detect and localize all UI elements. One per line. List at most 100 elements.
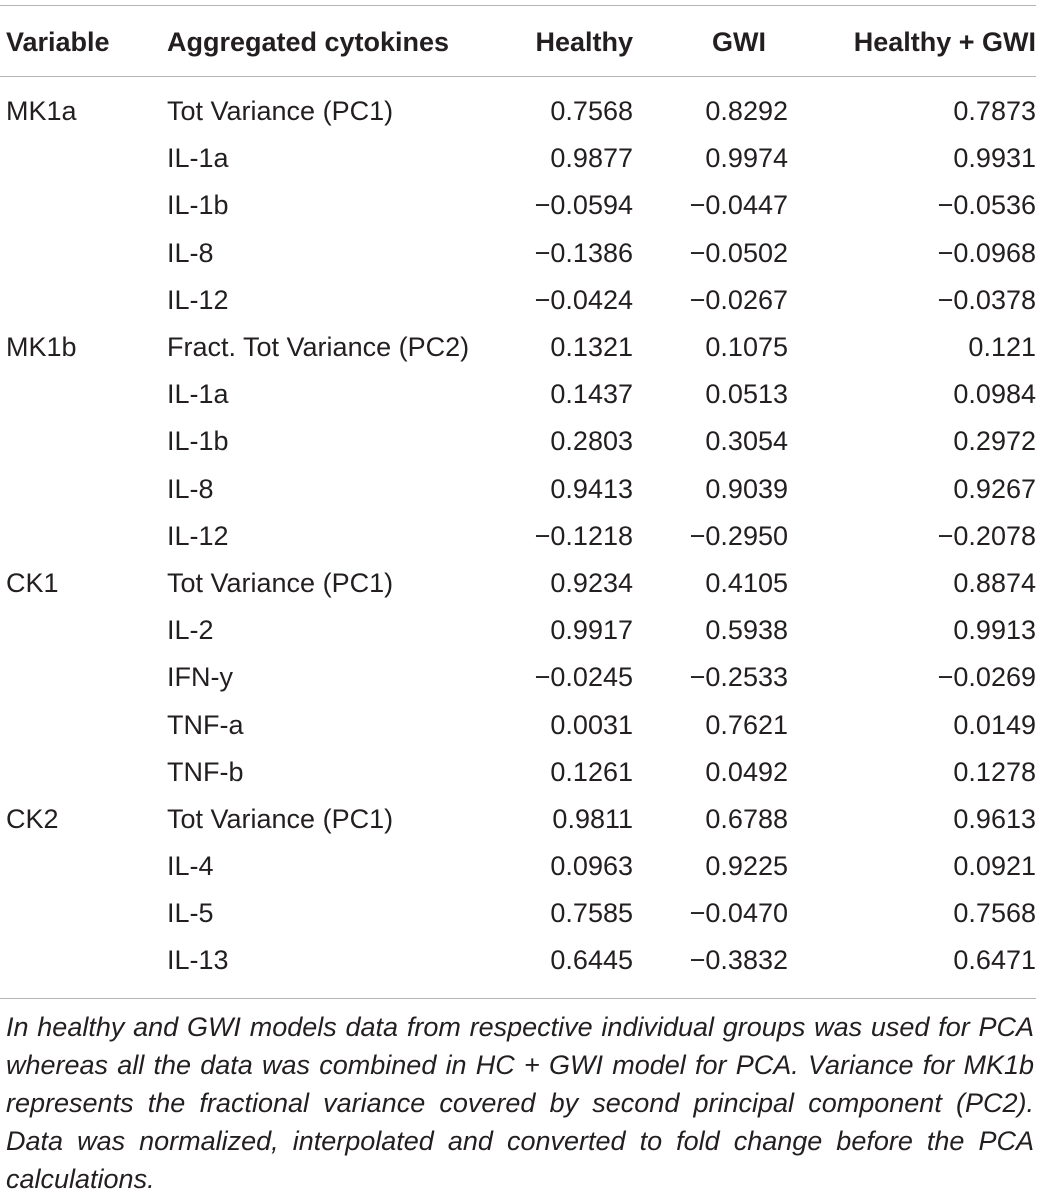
cell-variable [0, 418, 167, 465]
cell-gwi: 0.0492 [705, 756, 788, 787]
cell-variable [0, 843, 167, 890]
table-footnote: In healthy and GWI models data from resp… [6, 1012, 1034, 1194]
table-row: CK1 Tot Variance (PC1) 0.9234 0.4105 0.8874 [0, 560, 1036, 607]
table-row: IL-12 −0.1218 −0.2950 −0.2078 [0, 513, 1036, 560]
cell-healthy-gwi: 0.9931 [953, 143, 1036, 174]
cell-healthy: −0.1386 [534, 237, 633, 268]
table-row: IL-1b 0.2803 0.3054 0.2972 [0, 418, 1036, 465]
cell-cytokine: TNF-a [167, 709, 244, 740]
cell-gwi: −0.0502 [689, 237, 788, 268]
header-row: Variable Aggregated cytokines Healthy GW… [0, 18, 1036, 66]
header-healthy: Healthy [535, 26, 633, 57]
cell-healthy-gwi: 0.0149 [953, 709, 1036, 740]
cell-healthy: 0.1321 [550, 332, 633, 363]
cell-healthy: 0.7568 [550, 96, 633, 127]
cell-variable [0, 701, 167, 748]
cell-gwi: 0.5938 [705, 615, 788, 646]
cell-cytokine: IL-1b [167, 190, 229, 221]
cell-healthy: 0.1261 [550, 756, 633, 787]
cell-variable [0, 230, 167, 277]
cell-healthy: 0.0031 [550, 709, 633, 740]
cell-healthy: 0.9811 [552, 803, 633, 834]
cell-gwi: 0.9974 [705, 143, 788, 174]
cell-variable [0, 135, 167, 182]
cell-healthy: 0.9917 [550, 615, 633, 646]
cell-variable: CK1 [6, 567, 59, 598]
cell-gwi: 0.0513 [705, 379, 788, 410]
cell-gwi: 0.6788 [705, 803, 788, 834]
cell-cytokine: Tot Variance (PC1) [167, 803, 394, 834]
cell-healthy-gwi: −0.0378 [937, 284, 1036, 315]
cell-variable [0, 277, 167, 324]
table-row: IL-1b −0.0594 −0.0447 −0.0536 [0, 182, 1036, 229]
cell-cytokine: IL-5 [167, 898, 214, 929]
top-rule [0, 5, 1036, 6]
header-healthy-gwi: Healthy + GWI [853, 26, 1036, 57]
cell-variable [0, 607, 167, 654]
cell-healthy: −0.0594 [534, 190, 633, 221]
cell-cytokine: IL-8 [167, 237, 214, 268]
cell-gwi: −0.0447 [689, 190, 788, 221]
cell-healthy-gwi: 0.1278 [953, 756, 1036, 787]
cell-healthy: −0.1218 [534, 520, 633, 551]
cell-cytokine: IFN-y [167, 662, 233, 693]
cell-gwi: 0.9225 [705, 851, 788, 882]
cell-healthy-gwi: 0.121 [968, 332, 1036, 363]
cell-healthy: 0.1437 [550, 379, 633, 410]
cell-gwi: −0.0267 [689, 284, 788, 315]
cell-gwi: 0.7621 [705, 709, 788, 740]
cell-gwi: 0.1075 [705, 332, 788, 363]
cell-healthy-gwi: 0.9613 [953, 803, 1036, 834]
cell-healthy: −0.0424 [534, 284, 633, 315]
cell-variable [0, 890, 167, 937]
cell-healthy: 0.9234 [550, 567, 633, 598]
cell-gwi: −0.3832 [689, 945, 788, 976]
table-row: CK2 Tot Variance (PC1) 0.9811 0.6788 0.9613 [0, 796, 1036, 843]
cell-variable [0, 937, 167, 984]
cell-cytokine: IL-12 [167, 520, 229, 551]
cell-cytokine: IL-13 [167, 945, 229, 976]
cell-healthy-gwi: 0.9267 [953, 473, 1036, 504]
cell-healthy-gwi: −0.0968 [937, 237, 1036, 268]
cell-cytokine: Tot Variance (PC1) [167, 567, 394, 598]
cell-gwi: 0.8292 [705, 96, 788, 127]
table-row: IL-8 −0.1386 −0.0502 −0.0968 [0, 230, 1036, 277]
header-variable: Variable [6, 26, 110, 57]
cell-healthy-gwi: 0.0984 [953, 379, 1036, 410]
cell-gwi: −0.2950 [689, 520, 788, 551]
cell-variable: MK1b [6, 332, 77, 363]
cell-gwi: −0.2533 [689, 662, 788, 693]
cell-gwi: −0.0470 [689, 898, 788, 929]
cell-gwi: 0.4105 [705, 567, 788, 598]
header-rule [0, 76, 1036, 77]
table-row: IL-2 0.9917 0.5938 0.9913 [0, 607, 1036, 654]
cell-cytokine: TNF-b [167, 756, 244, 787]
cell-healthy-gwi: 0.2972 [953, 426, 1036, 457]
header-gwi: GWI [712, 26, 766, 57]
cell-variable [0, 182, 167, 229]
cell-healthy-gwi: 0.7568 [953, 898, 1036, 929]
cell-variable: MK1a [6, 96, 77, 127]
cytokine-pca-table: Variable Aggregated cytokines Healthy GW… [0, 18, 1036, 985]
table-row: IL-1a 0.1437 0.0513 0.0984 [0, 371, 1036, 418]
cell-variable [0, 513, 167, 560]
table-row: TNF-a 0.0031 0.7621 0.0149 [0, 701, 1036, 748]
bottom-rule [0, 998, 1036, 999]
cell-variable [0, 749, 167, 796]
table-row: IL-5 0.7585 −0.0470 0.7568 [0, 890, 1036, 937]
cell-cytokine: Fract. Tot Variance (PC2) [167, 332, 470, 363]
table-body: MK1a Tot Variance (PC1) 0.7568 0.8292 0.7873… [0, 88, 1036, 985]
cell-healthy-gwi: −0.2078 [937, 520, 1036, 551]
cell-cytokine: IL-1a [167, 143, 229, 174]
table-row: IL-1a 0.9877 0.9974 0.9931 [0, 135, 1036, 182]
table-row: MK1a Tot Variance (PC1) 0.7568 0.8292 0.7873 [0, 88, 1036, 135]
cell-healthy: 0.9877 [550, 143, 633, 174]
cell-healthy-gwi: 0.6471 [953, 945, 1036, 976]
cell-healthy-gwi: 0.7873 [953, 96, 1036, 127]
cell-healthy: −0.0245 [534, 662, 633, 693]
table-row: IL-12 −0.0424 −0.0267 −0.0378 [0, 277, 1036, 324]
cell-cytokine: IL-8 [167, 473, 214, 504]
cell-healthy: 0.7585 [550, 898, 633, 929]
cell-cytokine: IL-12 [167, 284, 229, 315]
